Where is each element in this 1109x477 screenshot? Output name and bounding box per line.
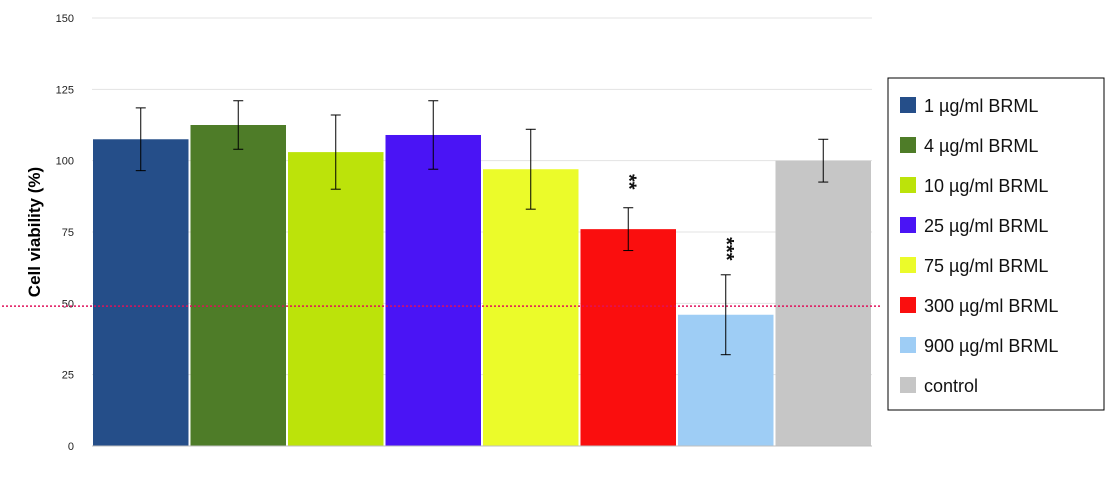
bar [385,134,481,446]
y-tick-label: 100 [56,156,74,168]
bar [580,229,676,446]
y-tick-label: 125 [56,84,74,96]
significance-marker: *** [715,237,737,261]
significance-marker: ** [617,174,639,190]
y-tick-label: 0 [68,441,74,453]
y-tick-label: 150 [56,13,74,25]
y-axis-ticks: 0 25 50 75 100 125 150 [56,13,74,453]
legend-swatch [900,337,916,353]
legend-items: 1 µg/ml BRML 4 µg/ml BRML 10 µg/ml BRML 25 … [900,96,1058,396]
bar [190,125,286,446]
y-tick-label: 50 [62,298,74,310]
legend-swatch [900,137,916,153]
legend-swatch [900,177,916,193]
significance-markers: ***** [617,174,737,261]
error-bars [135,100,829,356]
legend-swatch [900,217,916,233]
legend-label: 75 µg/ml BRML [924,256,1048,276]
legend-swatch [900,257,916,273]
legend-swatch [900,297,916,313]
y-tick-label: 75 [62,227,74,239]
legend-label: 1 µg/ml BRML [924,96,1038,116]
legend-box [887,77,1105,411]
legend: 1 µg/ml BRML 4 µg/ml BRML 10 µg/ml BRML 25 … [887,77,1105,411]
y-tick-label: 25 [62,370,74,382]
legend-label: 900 µg/ml BRML [924,336,1058,356]
y-axis-label: Cell viability (%) [25,167,44,297]
bars [93,125,871,446]
legend-label: 25 µg/ml BRML [924,216,1048,236]
legend-swatch [900,97,916,113]
legend-label: control [924,376,978,396]
bar [288,152,384,446]
legend-label: 4 µg/ml BRML [924,136,1038,156]
legend-label: 10 µg/ml BRML [924,176,1048,196]
bar [93,139,189,446]
bar [483,169,579,446]
bar [775,160,871,446]
legend-swatch [900,377,916,393]
legend-label: 300 µg/ml BRML [924,296,1058,316]
